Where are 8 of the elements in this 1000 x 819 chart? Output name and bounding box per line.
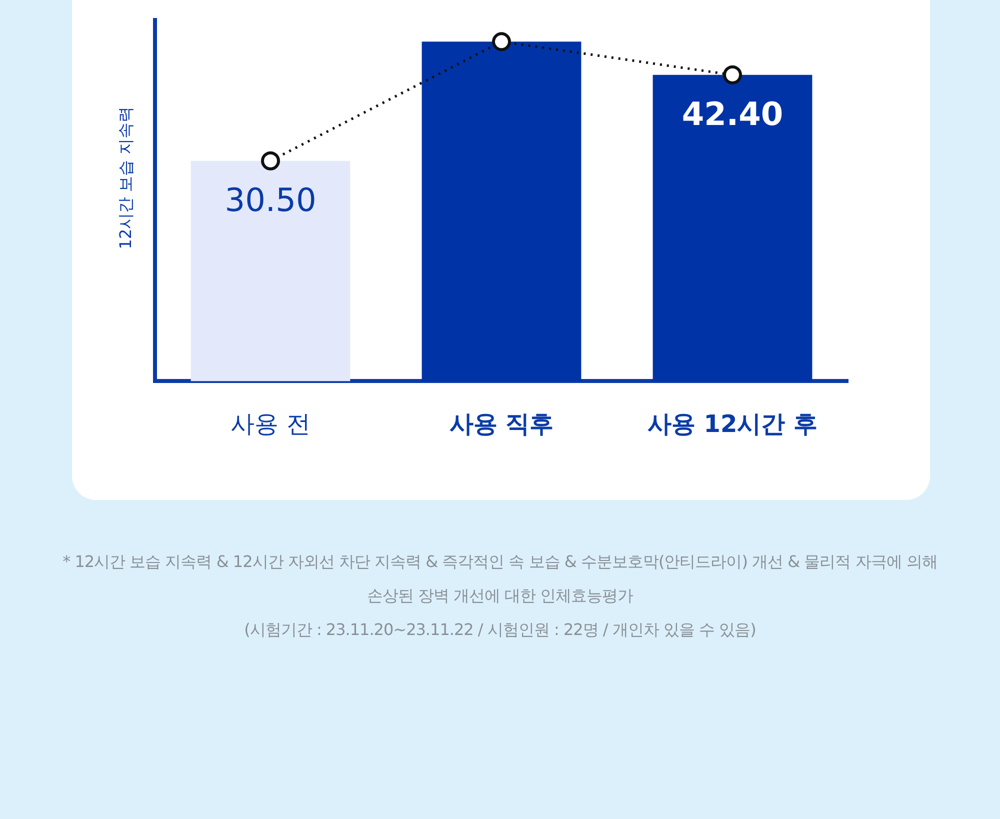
text: (시험기간 : 23.11.20~23.11.22 / 시험인원 : 22명 / 개인차 있을 수 있음) — [243, 619, 757, 641]
data-label: 42.40 — [682, 95, 784, 134]
y-axis-title: 12시간 보습 지속력 — [116, 106, 136, 250]
x-tick-label: 사용 12시간 후 — [647, 410, 818, 438]
x-tick-label: 사용 전 — [230, 410, 310, 438]
data-label: 30.50 — [224, 181, 316, 220]
text: * 12시간 보습 지속력 & 12시간 자외선 차단 지속력 & 즉각적인 속 보습 & 수분보호막(안티드라이) 개선 & 물리적 자극에 의해 손상된 장벽 개선에 대한 인체효능평가 — [62, 551, 938, 607]
x-tick-label: 사용 직후 — [449, 410, 554, 438]
